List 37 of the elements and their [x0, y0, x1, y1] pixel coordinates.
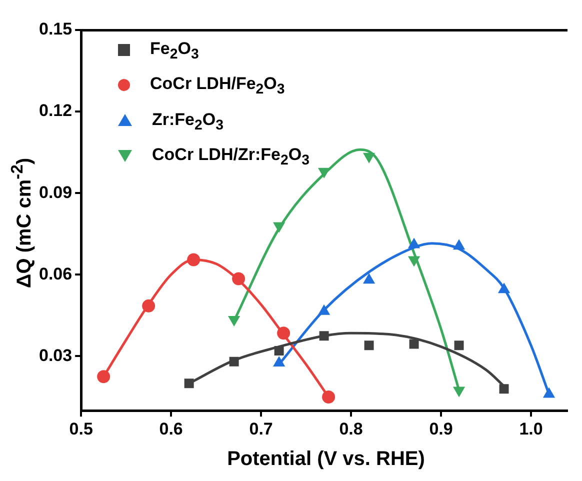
y-tick-label: 0.12: [38, 101, 72, 120]
x-tick-label: 0.8: [339, 419, 363, 438]
legend-label: CoCr LDH/Zr:Fe$_{2}$O$_{3}$: [152, 145, 310, 169]
x-axis-title: Potential (V vs. RHE): [226, 448, 426, 471]
point: [187, 253, 200, 266]
x-tick-label: 0.5: [69, 419, 93, 438]
point: [454, 340, 464, 350]
y-tick-label: 0.03: [38, 346, 72, 365]
y-tick-label: 0.15: [38, 20, 72, 39]
x-tick-label: 0.7: [249, 419, 273, 438]
point: [229, 356, 239, 366]
legend-label: Zr:Fe$_{2}$O$_{3}$: [152, 110, 224, 134]
x-tick-label: 1.0: [519, 419, 543, 438]
point: [318, 168, 330, 178]
point: [232, 272, 246, 286]
point: [273, 222, 285, 232]
point: [543, 388, 555, 398]
point: [228, 316, 240, 326]
point: [274, 346, 284, 356]
point: [277, 326, 290, 340]
point: [142, 299, 156, 312]
legend-label: CoCr LDH/Fe$_{2}$O$_{3}$: [150, 74, 285, 98]
point: [364, 340, 374, 350]
y-tick-label: 0.06: [38, 264, 72, 284]
point: [409, 339, 419, 349]
point: [363, 152, 375, 163]
point: [184, 378, 194, 388]
point: [273, 356, 285, 367]
point: [97, 370, 110, 384]
point: [319, 331, 329, 341]
point: [408, 256, 420, 266]
legend-label: Fe$_{2}$O$_{3}$: [150, 39, 199, 62]
point: [322, 390, 336, 404]
y-tick-label: 0.09: [38, 182, 72, 202]
x-tick-label: 0.9: [429, 419, 453, 438]
x-tick-label: 0.6: [159, 419, 183, 438]
point: [499, 384, 509, 394]
